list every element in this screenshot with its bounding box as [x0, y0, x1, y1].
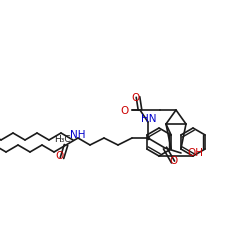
Text: H₃C: H₃C [54, 134, 71, 143]
Text: O: O [56, 151, 64, 161]
Text: HN: HN [141, 114, 157, 124]
Text: O: O [170, 156, 178, 166]
Text: O: O [121, 106, 129, 116]
Text: O: O [132, 93, 140, 103]
Text: NH: NH [70, 130, 86, 140]
Text: OH: OH [187, 148, 203, 158]
